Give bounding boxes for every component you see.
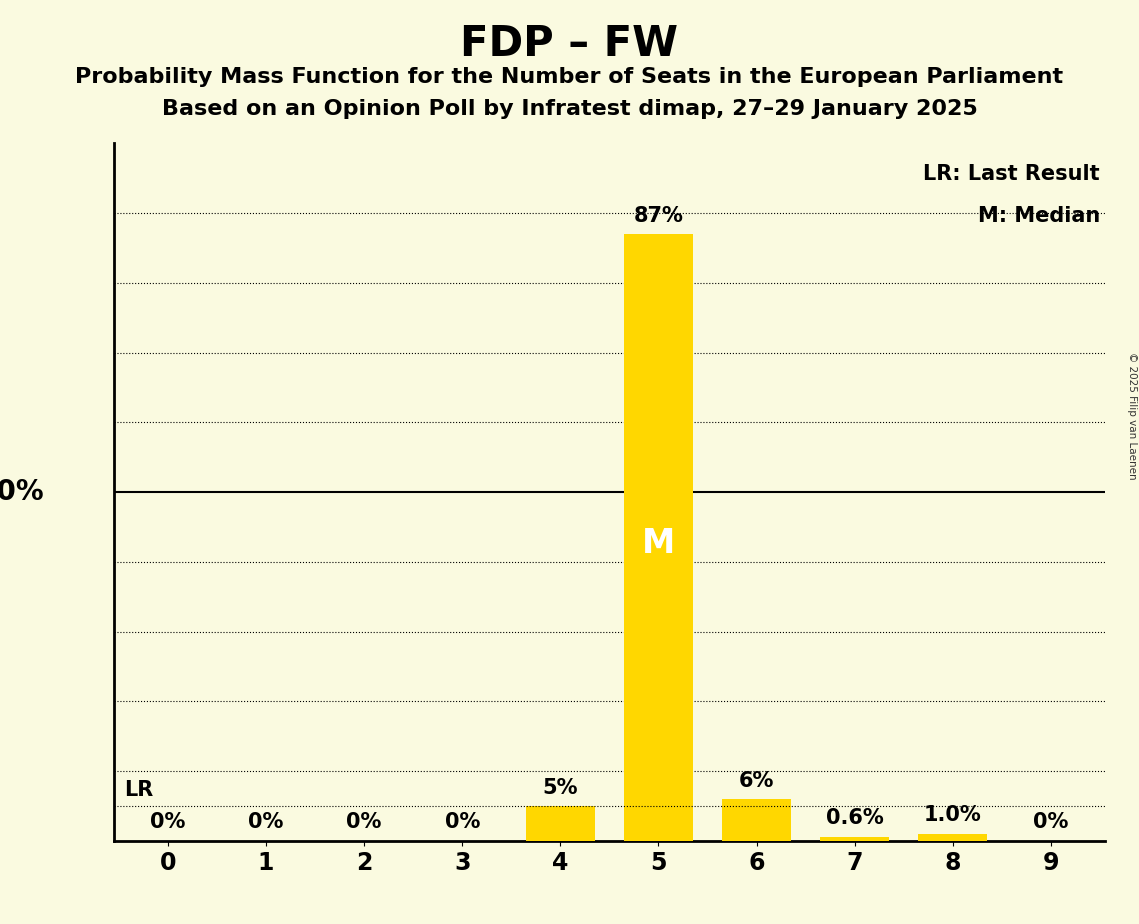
Text: 0.6%: 0.6% — [826, 808, 884, 828]
Text: 87%: 87% — [633, 205, 683, 225]
Text: LR: Last Result: LR: Last Result — [924, 164, 1100, 184]
Text: Probability Mass Function for the Number of Seats in the European Parliament: Probability Mass Function for the Number… — [75, 67, 1064, 87]
Text: 0%: 0% — [346, 812, 382, 833]
Text: 1.0%: 1.0% — [924, 806, 982, 825]
Text: FDP – FW: FDP – FW — [460, 23, 679, 65]
Bar — [918, 833, 988, 841]
Text: M: M — [641, 527, 675, 560]
Bar — [526, 806, 595, 841]
Text: 0%: 0% — [248, 812, 284, 833]
Bar — [820, 836, 888, 841]
Bar — [722, 799, 790, 841]
Text: LR: LR — [124, 781, 153, 800]
Text: 0%: 0% — [150, 812, 186, 833]
Text: 0%: 0% — [1033, 812, 1068, 833]
Text: 0%: 0% — [444, 812, 480, 833]
Text: 5%: 5% — [542, 778, 579, 797]
Text: 6%: 6% — [739, 771, 775, 791]
Text: © 2025 Filip van Laenen: © 2025 Filip van Laenen — [1126, 352, 1137, 480]
Text: 50%: 50% — [0, 478, 44, 506]
Bar — [624, 234, 693, 841]
Text: Based on an Opinion Poll by Infratest dimap, 27–29 January 2025: Based on an Opinion Poll by Infratest di… — [162, 99, 977, 119]
Text: M: Median: M: Median — [977, 206, 1100, 226]
